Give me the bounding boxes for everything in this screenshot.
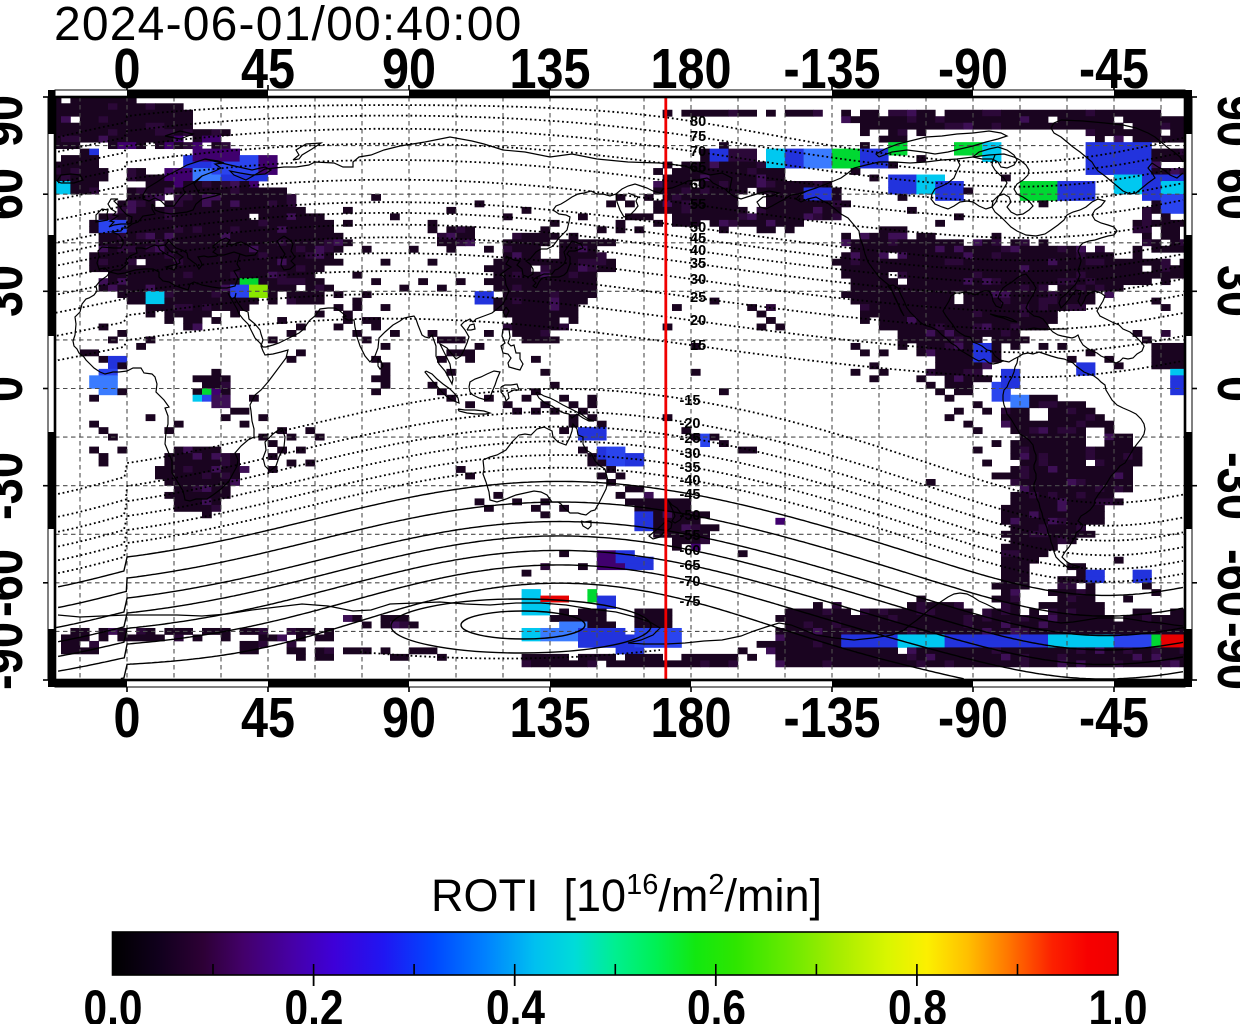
svg-text:-55: -55 <box>680 528 701 544</box>
svg-text:45: 45 <box>241 37 295 101</box>
svg-text:60: 60 <box>690 177 706 193</box>
svg-text:-50: -50 <box>680 508 701 524</box>
svg-text:-135: -135 <box>784 686 881 750</box>
svg-text:90: 90 <box>382 37 436 101</box>
svg-text:0: 0 <box>114 686 141 750</box>
svg-text:45: 45 <box>241 686 295 750</box>
svg-text:90: 90 <box>1206 95 1240 147</box>
svg-text:50: 50 <box>690 220 706 236</box>
svg-text:-20: -20 <box>680 416 701 432</box>
svg-text:60: 60 <box>1206 168 1240 220</box>
svg-text:80: 80 <box>690 114 706 130</box>
svg-text:-90: -90 <box>938 686 1008 750</box>
svg-text:-70: -70 <box>680 574 701 590</box>
svg-text:-15: -15 <box>680 393 701 409</box>
svg-text:-60: -60 <box>0 549 34 617</box>
svg-text:0: 0 <box>114 37 141 101</box>
svg-text:-90: -90 <box>938 37 1008 101</box>
svg-text:0.6: 0.6 <box>687 980 746 1024</box>
svg-text:0: 0 <box>0 376 34 402</box>
svg-text:25: 25 <box>690 290 706 306</box>
svg-text:0.2: 0.2 <box>285 980 344 1024</box>
svg-text:-40: -40 <box>680 473 701 489</box>
svg-text:180: 180 <box>651 686 732 750</box>
svg-text:-45: -45 <box>1079 37 1149 101</box>
svg-text:0.8: 0.8 <box>888 980 947 1024</box>
svg-text:70: 70 <box>690 144 706 160</box>
svg-text:-75: -75 <box>680 594 701 610</box>
svg-text:40: 40 <box>690 243 706 259</box>
svg-text:1.0: 1.0 <box>1089 980 1148 1024</box>
svg-text:90: 90 <box>0 95 34 147</box>
svg-text:30: 30 <box>0 265 34 317</box>
svg-text:55: 55 <box>690 197 706 213</box>
svg-text:-65: -65 <box>680 558 701 574</box>
svg-text:135: 135 <box>510 37 591 101</box>
svg-text:0.4: 0.4 <box>486 980 545 1024</box>
svg-text:60: 60 <box>0 168 34 220</box>
svg-text:2024-06-01/00:40:00: 2024-06-01/00:40:00 <box>54 0 523 51</box>
svg-text:-35: -35 <box>680 460 701 476</box>
svg-text:-45: -45 <box>680 487 701 503</box>
svg-text:-30: -30 <box>680 446 701 462</box>
svg-text:180: 180 <box>651 37 732 101</box>
svg-text:0: 0 <box>1206 376 1240 402</box>
svg-text:-30: -30 <box>1206 452 1240 520</box>
svg-text:-135: -135 <box>784 37 881 101</box>
svg-text:-60: -60 <box>1206 549 1240 617</box>
svg-text:90: 90 <box>382 686 436 750</box>
svg-text:45: 45 <box>690 231 706 247</box>
svg-text:-90: -90 <box>0 622 34 690</box>
svg-text:30: 30 <box>690 272 706 288</box>
svg-text:75: 75 <box>690 129 706 145</box>
svg-text:-30: -30 <box>0 452 34 520</box>
svg-text:0.0: 0.0 <box>84 980 143 1024</box>
svg-text:65: 65 <box>690 160 706 176</box>
svg-text:-90: -90 <box>1206 622 1240 690</box>
svg-text:135: 135 <box>510 686 591 750</box>
svg-text:-45: -45 <box>1079 686 1149 750</box>
svg-text:30: 30 <box>1206 265 1240 317</box>
svg-text:-60: -60 <box>680 543 701 559</box>
svg-text:20: 20 <box>690 313 706 329</box>
svg-text:35: 35 <box>690 256 706 272</box>
svg-text:-25: -25 <box>680 431 701 447</box>
svg-text:15: 15 <box>690 338 706 354</box>
